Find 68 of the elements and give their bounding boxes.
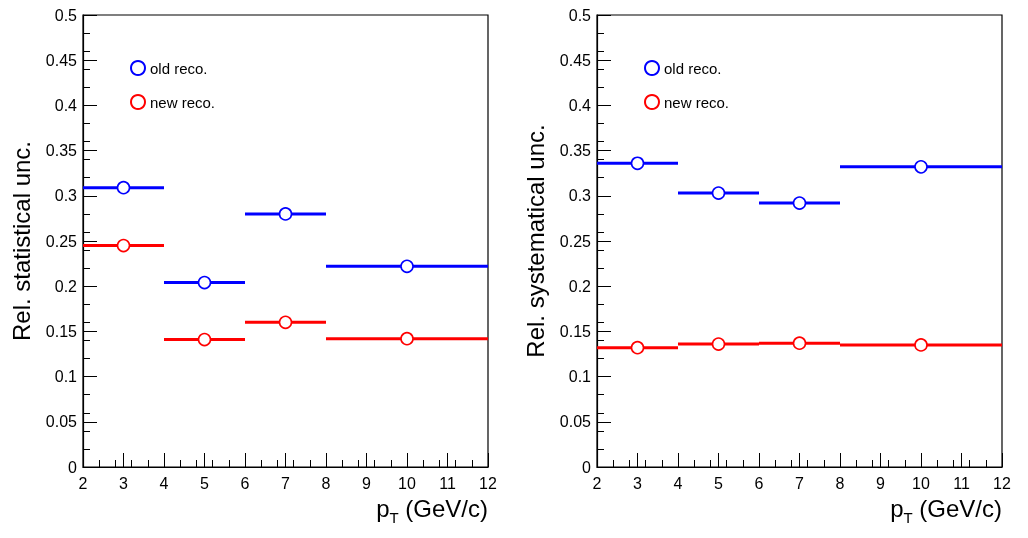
legend-label: old reco. [664, 59, 722, 77]
point [630, 340, 645, 355]
y-tick-label: 0.3 [568, 187, 592, 205]
y-tick-label: 0.05 [559, 413, 592, 431]
x-tick-label: 11 [953, 474, 970, 492]
y-tick-label: 0.2 [568, 277, 592, 295]
x-tick-label: 5 [200, 474, 210, 492]
point [116, 238, 131, 253]
point [711, 186, 726, 200]
x-tick-label: 10 [912, 474, 930, 492]
x-tick-label: 4 [159, 474, 169, 492]
point [116, 180, 131, 195]
y-tick-label: 0 [582, 458, 592, 476]
y-tick-label: 0.1 [568, 368, 592, 386]
x-tick-label: 7 [795, 474, 805, 492]
point [914, 160, 928, 174]
x-tick-label: 6 [754, 474, 764, 492]
y-tick-label: 0.45 [45, 51, 78, 69]
legend-label: new reco. [150, 93, 216, 111]
x-tick-label: 4 [673, 474, 683, 492]
x-tick-label: 11 [439, 474, 456, 492]
x-tick-label: 2 [78, 474, 88, 492]
y-tick-label: 0.15 [45, 322, 78, 340]
x-axis-title: p$_{T}$ (GeV/c) [376, 495, 488, 526]
y-axis-title: Rel. systematical unc. [521, 124, 549, 358]
point [630, 156, 645, 171]
x-tick-label: 8 [321, 474, 331, 492]
y-tick-label: 0 [68, 458, 78, 476]
point [197, 275, 212, 290]
x-tick-label: 3 [633, 474, 643, 492]
y-tick-label: 0.4 [54, 96, 78, 114]
x-tick-label: 2 [592, 474, 602, 492]
y-tick-label: 0.3 [54, 187, 78, 205]
y-tick-label: 0.15 [559, 322, 592, 340]
point [278, 315, 293, 330]
x-tick-label: 5 [714, 474, 724, 492]
y-tick-label: 0.45 [559, 51, 592, 69]
x-tick-label: 12 [479, 474, 497, 492]
x-tick-label: 6 [240, 474, 250, 492]
x-tick-label: 9 [362, 474, 372, 492]
y-tick-label: 0.25 [45, 232, 78, 250]
point [792, 196, 807, 210]
point [914, 338, 928, 352]
point [197, 332, 212, 347]
x-tick-label: 12 [993, 474, 1011, 492]
y-axis-title: Rel. statistical unc. [7, 140, 35, 342]
y-tick-label: 0.5 [568, 6, 592, 24]
y-tick-label: 0.35 [559, 142, 592, 160]
legend-label: new reco. [664, 93, 730, 111]
x-tick-label: 3 [119, 474, 129, 492]
point [400, 331, 414, 346]
y-tick-label: 0.1 [54, 368, 78, 386]
legend-label: old reco. [150, 59, 208, 77]
point [792, 336, 807, 350]
point [711, 337, 726, 351]
point [278, 207, 293, 221]
x-tick-label: 7 [281, 474, 291, 492]
point [400, 259, 414, 274]
y-tick-label: 0.4 [568, 96, 592, 114]
y-tick-label: 0.05 [45, 413, 78, 431]
y-tick-label: 0.2 [54, 277, 78, 295]
x-tick-label: 8 [835, 474, 845, 492]
x-axis-title: p$_{T}$ (GeV/c) [890, 495, 1002, 526]
x-tick-label: 10 [398, 474, 416, 492]
x-tick-label: 9 [876, 474, 886, 492]
y-tick-label: 0.5 [54, 6, 78, 24]
y-tick-label: 0.25 [559, 232, 592, 250]
y-tick-label: 0.35 [45, 142, 78, 160]
